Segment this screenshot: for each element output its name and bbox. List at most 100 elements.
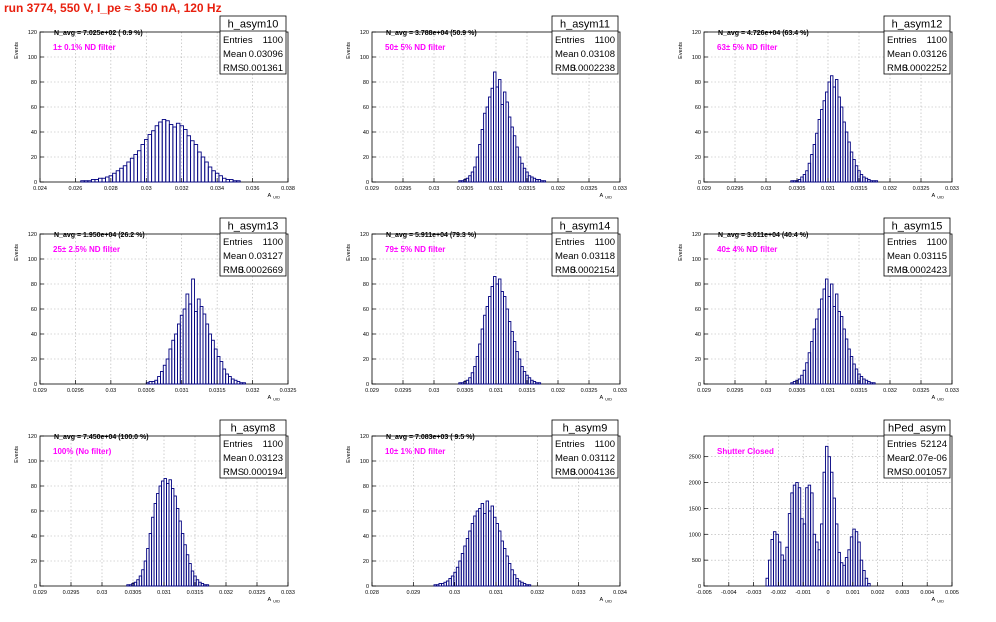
x-tick-label: 0.0305 [789,388,806,394]
histogram-bin [190,140,195,183]
y-tick-label: 120 [692,30,701,36]
y-tick-label: 1000 [689,532,701,538]
stats-label: Mean [223,251,247,262]
x-tick-label: 0.038 [281,186,295,192]
histogram-bin [527,584,532,587]
histogram-bin [232,180,238,183]
histogram-bin [168,124,174,183]
stats-label: Entries [555,35,585,46]
y-axis-title: Events [346,244,352,261]
y-tick-label: 40 [31,534,37,540]
stats-value: 0.03126 [913,49,947,60]
stats-value: 0.001361 [243,63,283,74]
histogram-name: h_asym14 [560,221,611,233]
stats-box [219,217,287,277]
histogram-bin [83,180,89,183]
stats-value: 0.03115 [913,251,947,262]
x-tick-label: 0.031 [821,388,835,394]
x-axis-title: A UID [599,597,612,604]
histogram-bin [101,177,106,183]
x-tick-label: 0.029 [697,388,711,394]
histogram-bin [147,134,153,183]
y-tick-label: 120 [28,30,37,36]
y-tick-label: 80 [363,484,369,490]
stats-value: 1100 [263,237,283,248]
histogram-bin [98,177,103,183]
histogram-bin [133,154,138,183]
stats-value: 0.0002238 [570,63,615,74]
y-tick-label: 40 [31,130,37,136]
x-tick-label: 0.031 [489,186,503,192]
y-tick-label: 80 [363,80,369,86]
stats-label: RMS [887,265,908,276]
stats-label: RMS [555,63,576,74]
histogram-panel-h_asym11: 0.029 0.0295 0.03 0.0305 0.031 0.0315 0.032 0.0… [346,15,627,200]
stats-label: Entries [223,439,253,450]
stats-label: Entries [223,237,253,248]
stats-value: 1100 [263,439,283,450]
filter-label: 50± 5% ND filter [385,43,445,52]
y-axis-title: Events [346,446,352,463]
stats-box [219,15,287,75]
x-tick-label: 0.0305 [789,186,806,192]
y-tick-label: 120 [360,232,369,238]
stats-box [551,419,619,479]
y-tick-label: 1500 [689,506,701,512]
stats-label: Mean [223,49,247,60]
stats-label: Entries [555,439,585,450]
n-avg-label: N_avg = 7.450e+04 (100.0 %) [54,434,149,441]
stats-box [219,419,287,479]
stats-value: 0.0002423 [902,265,947,276]
x-tick-label: 0.033 [613,186,627,192]
y-tick-label: 100 [360,55,369,61]
x-tick-label: 0.0315 [851,388,868,394]
y-tick-label: 60 [695,307,701,313]
histogram-bin [236,180,241,183]
filter-label: Shutter Closed [717,447,774,456]
stats-value: 0.03118 [581,251,615,262]
y-tick-label: 60 [363,509,369,515]
histogram-bin [136,150,142,183]
x-tick-label: 0.032 [551,186,565,192]
x-tick-label: 0.033 [572,590,586,596]
x-tick-label: 0.031 [157,590,171,596]
histogram-bin [140,144,145,183]
stats-value: 1100 [595,35,615,46]
y-tick-label: 40 [363,332,369,338]
histogram-bin [225,179,230,183]
y-axis-title: Events [14,446,20,463]
x-tick-label: -0.005 [696,590,712,596]
y-tick-label: 20 [363,357,369,363]
stats-label: RMS [887,63,908,74]
histogram-bin [172,126,177,183]
x-tick-label: 0.031 [489,388,503,394]
n-avg-label: N_avg = 7.083e+03 ( 9.5 %) [386,434,475,441]
stats-label: RMS [223,63,244,74]
x-tick-label: 0.032 [530,590,544,596]
x-tick-label: 0.033 [945,186,959,192]
y-tick-label: 120 [28,434,37,440]
x-tick-label: 0.003 [896,590,910,596]
y-axis-title: Events [14,244,20,261]
histogram-panel-h_asym10: 0.024 0.026 0.028 0.03 0.032 0.034 0.036 0.038 0… [14,15,295,200]
stats-label: Mean [555,453,579,464]
y-axis-title: Events [678,244,684,261]
x-tick-label: 0.033 [281,590,295,596]
histogram-bin [165,120,170,183]
stats-label: Mean [223,453,247,464]
stats-label: Entries [555,237,585,248]
stats-value: 0.03108 [581,49,615,60]
stats-label: Mean [887,49,911,60]
filter-label: 40± 4% ND filter [717,245,777,254]
stats-value: 0.03127 [249,251,283,262]
x-tick-label: 0.032 [883,186,897,192]
x-axis-title: A UID [599,395,612,402]
stats-value: 1100 [927,237,947,248]
x-tick-label: 0.029 [697,186,711,192]
y-tick-label: 40 [363,130,369,136]
x-tick-label: 0.033 [945,388,959,394]
stats-value: 1100 [595,237,615,248]
stats-label: RMS [555,467,576,478]
histogram-panel-h_asym12: 0.029 0.0295 0.03 0.0305 0.031 0.0315 0.032 0.0… [678,15,959,200]
histogram-bin [542,180,547,183]
